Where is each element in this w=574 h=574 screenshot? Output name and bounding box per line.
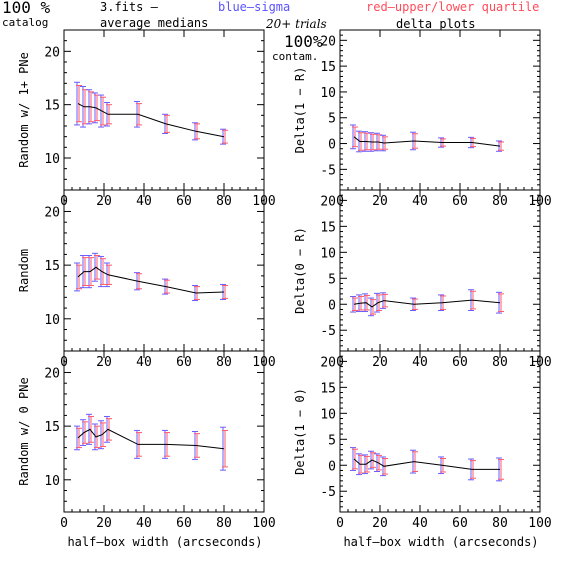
panel-left-top-x-tick-label: 60 (176, 194, 192, 209)
panel-right-middle-x-tick-label: 40 (412, 355, 428, 370)
panel-right-bottom-x-tick-label: 40 (412, 516, 428, 531)
panel-left-middle-x-tick-label: 20 (96, 355, 112, 370)
panel-left-bottom-frame (63, 350, 265, 513)
panel-right-top-median-line (353, 136, 501, 147)
panel-right-bottom-x-tick-label: 60 (452, 516, 468, 531)
panel-left-middle-x-tick-label: 40 (136, 355, 152, 370)
panel-left-bottom-x-tick-label: 20 (96, 516, 112, 531)
panel-left-bottom-x-tick-label: 80 (216, 516, 232, 531)
contamination-percent: 100% (284, 32, 323, 51)
panel-right-middle-y-tick-label: 15 (320, 220, 336, 235)
panel-right-bottom-median-line (353, 458, 500, 470)
panel-right-middle-y-tick-label: 0 (328, 298, 336, 313)
panel-right-top-frame (339, 29, 541, 191)
panel-right-middle-x-tick-label: 60 (452, 355, 468, 370)
panel-left-bottom-y-tick-label: 10 (44, 474, 60, 489)
panel-right-middle-y-tick-label: 5 (328, 272, 336, 287)
panel-left-middle-frame (63, 189, 265, 352)
panel-right-middle-y-tick-label: 10 (320, 246, 336, 261)
quartile-legend: red–upper/lower quartile (366, 0, 540, 14)
panel-right-middle-x-tick-label: 80 (492, 355, 508, 370)
panel-left-bottom-x-tick-label: 40 (136, 516, 152, 531)
panel-right-bottom-x-tick-label: 0 (336, 516, 344, 531)
panel-left-middle-x-tick-label: 60 (176, 355, 192, 370)
panel-left-bottom-x-tick-label: 60 (176, 516, 192, 531)
panel-left-bottom-y-axis-label: Random w/ 0 PNe (17, 377, 31, 485)
medians-label: average medians (100, 16, 209, 30)
panel-left-middle-y-tick-label: 10 (44, 313, 60, 328)
panel-right-middle-y-tick-label: -5 (320, 324, 336, 339)
panel-right-top-x-tick-label: 80 (492, 194, 508, 209)
panel-right-bottom-y-tick-label: 5 (328, 433, 336, 448)
panel-right-bottom-frame (339, 350, 541, 513)
panel-left-top-y-tick-label: 15 (44, 99, 60, 114)
panel-left-middle-x-tick-label: 80 (216, 355, 232, 370)
panel-right-bottom-x-tick-label: 100 (528, 516, 551, 531)
panel-right-top-x-tick-label: 40 (412, 194, 428, 209)
panel-right-top-y-tick-label: 0 (328, 138, 336, 153)
panel-right-bottom-x-tick-label: 80 (492, 516, 508, 531)
panel-right-bottom-y-tick-label: 20 (320, 355, 336, 370)
panel-right-middle-x-tick-label: 20 (372, 355, 388, 370)
sigma-legend: blue–sigma (218, 0, 291, 14)
panel-right-top-y-tick-label: -5 (320, 163, 336, 178)
panel-right-bottom-y-tick-label: 15 (320, 381, 336, 396)
panel-right-bottom-y-axis-label: Delta(1 − 0) (293, 388, 307, 475)
panel-left-middle-y-tick-label: 15 (44, 259, 60, 274)
panel-left-top-median-line (77, 103, 225, 138)
panel-right-top-x-tick-label: 20 (372, 194, 388, 209)
panel-right-top-x-tick-label: 60 (452, 194, 468, 209)
panel-left-bottom-median-line (77, 428, 225, 450)
panel-right-middle-frame (339, 189, 541, 352)
panel-left-middle-y-tick-label: 20 (44, 205, 60, 220)
panel-right-middle-y-axis-label: Delta(0 − R) (293, 227, 307, 314)
panel-right-top-y-axis-label: Delta(1 − R) (293, 67, 307, 154)
catalog-percent: 100 % (2, 0, 51, 17)
panel-left-bottom-x-axis-label: half–box width (arcseconds) (67, 535, 262, 549)
panel-left-top-y-tick-label: 20 (44, 45, 60, 60)
panel-right-middle-y-tick-label: 20 (320, 194, 336, 209)
panel-left-middle-median-line (77, 266, 225, 294)
catalog-label: catalog (2, 16, 49, 29)
panel-right-top-y-tick-label: 5 (328, 112, 336, 127)
file-label: 3.fits – (100, 0, 158, 14)
panel-right-top-y-tick-label: 15 (320, 60, 336, 75)
panel-left-middle-y-axis-label: Random (17, 249, 31, 292)
panel-left-top-x-tick-label: 80 (216, 194, 232, 209)
panel-left-top-y-axis-label: Random w/ 1+ PNe (17, 52, 31, 168)
panel-right-bottom-y-tick-label: 0 (328, 459, 336, 474)
panel-right-middle-median-line (353, 299, 501, 308)
panel-right-bottom-y-tick-label: 10 (320, 407, 336, 422)
delta-plots-title: delta plots (396, 17, 476, 31)
panel-left-top-x-tick-label: 20 (96, 194, 112, 209)
panel-left-bottom-y-tick-label: 15 (44, 420, 60, 435)
panel-left-top-x-tick-label: 40 (136, 194, 152, 209)
panel-right-top-y-tick-label: 10 (320, 86, 336, 101)
panel-left-top-y-tick-label: 10 (44, 152, 60, 167)
panel-left-bottom-x-tick-label: 0 (60, 516, 68, 531)
trials-label: 20+ trials (266, 17, 327, 31)
panel-left-top-frame (63, 29, 265, 191)
panel-left-bottom-x-tick-label: 100 (252, 516, 275, 531)
panel-left-bottom-y-tick-label: 20 (44, 366, 60, 381)
panel-right-bottom-x-axis-label: half–box width (arcseconds) (343, 535, 538, 549)
panel-right-bottom-y-tick-label: -5 (320, 485, 336, 500)
contamination-label: contam. (272, 50, 319, 63)
panel-right-top-y-tick-label: 20 (320, 34, 336, 49)
panel-right-bottom-x-tick-label: 20 (372, 516, 388, 531)
